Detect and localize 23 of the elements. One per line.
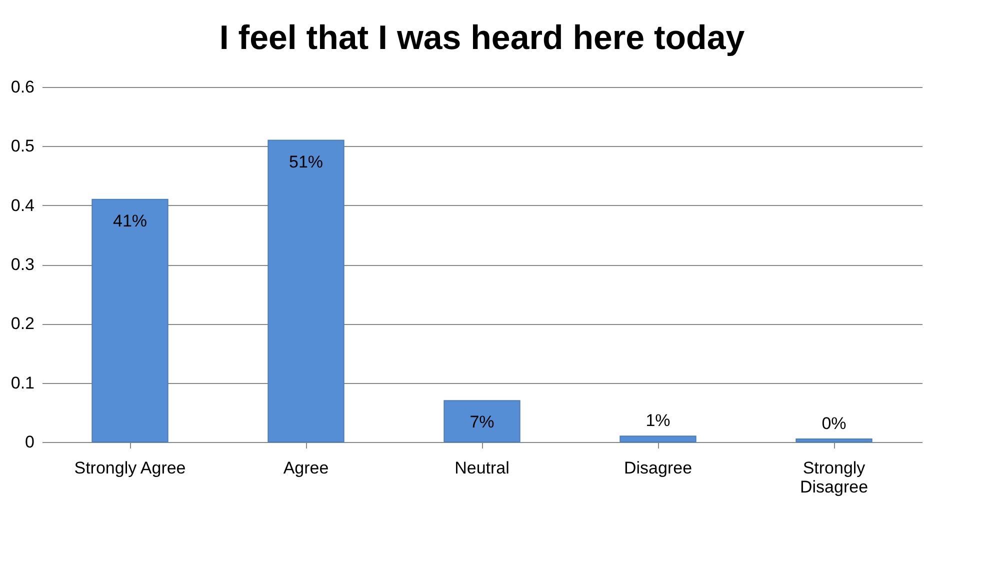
data-label: 0% (822, 414, 846, 434)
bar (620, 436, 696, 442)
x-tick-label: Disagree (624, 458, 692, 478)
y-tick-label: 0.3 (10, 255, 34, 274)
y-tick-label: 0 (25, 432, 34, 452)
bar (92, 198, 168, 442)
y-tick-label: 0.6 (10, 78, 34, 96)
x-tick-label: Strongly Agree (74, 458, 186, 478)
y-tick-label: 0.4 (10, 196, 34, 215)
y-tick-label: 0.5 (10, 136, 34, 156)
bar (444, 400, 520, 442)
data-label: 41% (112, 211, 148, 230)
data-label: 7% (470, 412, 494, 432)
y-tick-label: 0.1 (10, 373, 34, 392)
chart-title: I feel that I was heard here today (219, 19, 745, 57)
x-tick-label: Strongly Disagree (800, 458, 868, 496)
bar (796, 438, 872, 442)
x-tick-label: Agree (283, 458, 329, 478)
data-label: 51% (288, 152, 324, 172)
bar (268, 140, 344, 442)
x-tick-label: Neutral (454, 458, 510, 478)
y-tick-label: 0.2 (10, 314, 34, 334)
data-label: 1% (646, 411, 670, 430)
